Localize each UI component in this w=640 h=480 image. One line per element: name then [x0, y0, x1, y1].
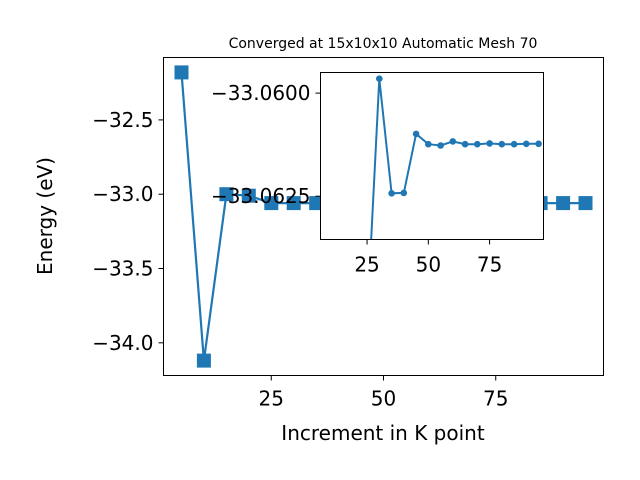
inset-data-point-marker	[498, 140, 506, 148]
data-point-marker	[264, 196, 279, 211]
y-tick-label: −33.0	[92, 182, 153, 206]
x-tick-label: 25	[259, 387, 284, 411]
inset-data-point-marker	[486, 140, 493, 147]
inset-y-tick-label: −33.0625	[211, 184, 310, 208]
y-tick-label: −32.5	[92, 108, 153, 132]
inset-y-tick-label: −33.0600	[211, 81, 310, 105]
inset-axes-frame	[320, 72, 544, 240]
inset-data-point-marker	[535, 140, 542, 148]
inset-x-tick-label: 75	[477, 253, 502, 277]
data-point-marker	[309, 196, 324, 211]
inset-data-point-marker	[412, 130, 420, 138]
inset-x-tick-label: 50	[416, 253, 441, 277]
inset-x-tick-label: 25	[354, 253, 379, 277]
y-axis-label: Energy (eV)	[33, 157, 57, 275]
data-point-marker	[219, 187, 234, 202]
inset-data-point-marker	[523, 140, 530, 148]
main-axes-frame	[163, 57, 604, 376]
data-point-marker	[286, 196, 301, 211]
inset-data-point-marker	[510, 140, 518, 148]
inset-chart: 25 50 75 −33.0625 −33.0600	[211, 72, 544, 277]
inset-ticks: 25 50 75 −33.0625 −33.0600	[211, 81, 502, 276]
x-tick-label: 75	[483, 387, 508, 411]
main-ticks: 25 50 75 −32.5 −33.0 −33.5 −34.0	[92, 108, 508, 411]
y-tick-label: −34.0	[92, 331, 153, 355]
data-point-marker	[241, 188, 256, 203]
x-tick-label: 50	[371, 387, 396, 411]
inset-data-point-marker	[400, 189, 408, 197]
data-point-marker	[174, 65, 189, 80]
chart-title: Converged at 15x10x10 Automatic Mesh 70	[229, 36, 538, 52]
inset-data-point-marker	[474, 140, 481, 148]
inset-data-point-marker	[437, 142, 444, 149]
inset-axes-border	[320, 72, 544, 240]
inset-data-point-marker	[376, 75, 383, 82]
data-point-marker	[556, 196, 571, 211]
inset-series	[370, 75, 542, 240]
data-point-marker	[578, 196, 593, 211]
inset-data-point-marker	[461, 140, 469, 148]
inset-data-point-marker	[388, 190, 395, 197]
y-tick-label: −33.5	[92, 257, 153, 281]
x-axis-label: Increment in K point	[281, 421, 485, 445]
inset-data-point-marker	[425, 140, 432, 148]
inset-data-point-marker	[449, 138, 457, 145]
data-point-marker	[196, 353, 211, 368]
